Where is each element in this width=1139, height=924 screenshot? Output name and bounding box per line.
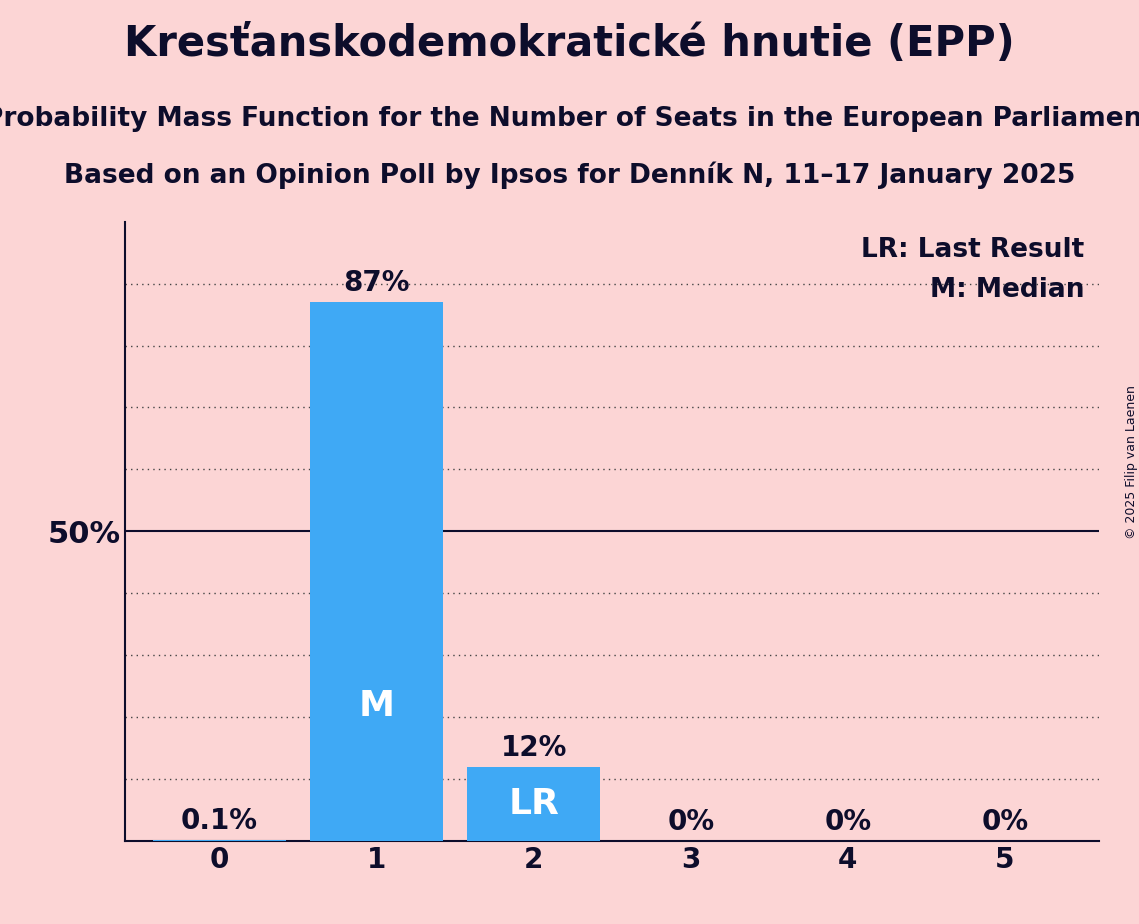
Bar bbox=[310, 302, 443, 841]
Text: LR: Last Result: LR: Last Result bbox=[861, 237, 1084, 263]
Text: © 2025 Filip van Laenen: © 2025 Filip van Laenen bbox=[1124, 385, 1138, 539]
Text: LR: LR bbox=[508, 786, 559, 821]
Text: 12%: 12% bbox=[500, 734, 567, 761]
Text: 87%: 87% bbox=[343, 269, 410, 298]
Bar bbox=[467, 767, 600, 841]
Text: 0%: 0% bbox=[825, 808, 871, 836]
Text: M: Median: M: Median bbox=[931, 277, 1084, 303]
Text: 0%: 0% bbox=[667, 808, 714, 836]
Text: 0%: 0% bbox=[982, 808, 1029, 836]
Text: 0.1%: 0.1% bbox=[181, 808, 259, 835]
Text: Probability Mass Function for the Number of Seats in the European Parliament: Probability Mass Function for the Number… bbox=[0, 106, 1139, 132]
Text: Based on an Opinion Poll by Ipsos for Denník N, 11–17 January 2025: Based on an Opinion Poll by Ipsos for De… bbox=[64, 162, 1075, 189]
Text: Kresťanskodemokratické hnutie (EPP): Kresťanskodemokratické hnutie (EPP) bbox=[124, 23, 1015, 65]
Text: M: M bbox=[359, 689, 394, 723]
